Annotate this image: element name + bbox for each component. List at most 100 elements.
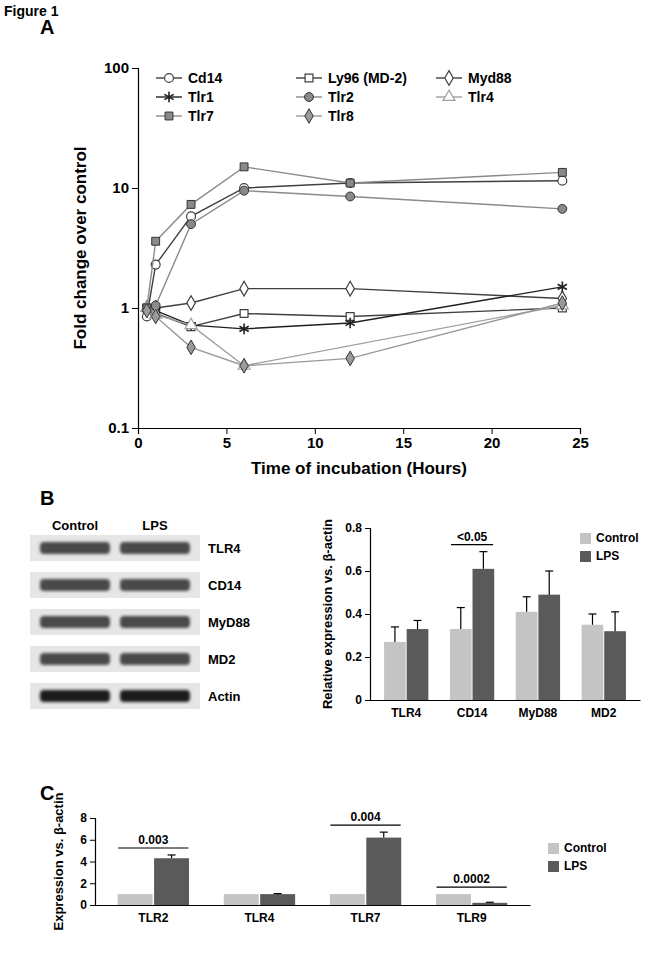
panel-label: B bbox=[40, 487, 54, 509]
bar bbox=[407, 629, 429, 700]
axis: TLR4CD14MyD88MD2 bbox=[371, 701, 641, 720]
error-bar-cap bbox=[457, 607, 465, 608]
blot-band bbox=[120, 690, 190, 702]
bar bbox=[473, 569, 495, 700]
series bbox=[141, 299, 568, 370]
legend-label: Tlr7 bbox=[188, 108, 214, 124]
legend-marker bbox=[305, 74, 313, 82]
marker bbox=[187, 340, 195, 355]
axis: 02468 bbox=[80, 811, 95, 912]
legend: Cd14Ly96 (MD-2)Myd88Tlr1Tlr2Tlr4Tlr7Tlr8 bbox=[156, 70, 512, 124]
plot-area bbox=[141, 163, 568, 373]
tick-label: 0.6 bbox=[345, 564, 362, 578]
error-bar bbox=[486, 902, 494, 904]
error-bar-cap bbox=[523, 596, 531, 597]
tick-label: 0.1 bbox=[108, 419, 129, 436]
error-bar-stem bbox=[592, 614, 593, 625]
tick-mark bbox=[90, 883, 95, 884]
marker bbox=[240, 358, 248, 373]
marker bbox=[240, 163, 248, 171]
blot-band bbox=[40, 690, 110, 702]
error-bar bbox=[479, 552, 487, 569]
legend-item: Control bbox=[548, 841, 607, 855]
tick-label: 5 bbox=[223, 434, 231, 451]
tick: 0 bbox=[134, 428, 142, 451]
series bbox=[407, 552, 626, 700]
tick-label: 0 bbox=[355, 693, 362, 707]
blot-row-label: MyD88 bbox=[208, 615, 250, 630]
tick: 0.8 bbox=[345, 521, 370, 535]
legend: ControlLPS bbox=[548, 841, 607, 873]
tick: 100 bbox=[104, 59, 138, 76]
tick-label: CD14 bbox=[457, 706, 488, 720]
y-axis-title: Relative expression vs. β-actin bbox=[320, 519, 335, 709]
error-bar bbox=[391, 627, 399, 642]
legend-label: Tlr4 bbox=[468, 89, 494, 105]
blot-row-label: TLR4 bbox=[208, 541, 241, 556]
marker bbox=[558, 168, 566, 176]
bar bbox=[538, 595, 560, 700]
annotation-line bbox=[437, 887, 507, 888]
tick: 8 bbox=[80, 811, 95, 825]
legend-label: Control bbox=[564, 841, 607, 855]
series-line bbox=[147, 287, 562, 329]
legend-label: Control bbox=[596, 531, 639, 545]
tick: 4 bbox=[80, 855, 95, 869]
legend-item: Control bbox=[580, 531, 639, 545]
tick: 0.2 bbox=[345, 650, 370, 664]
tick-label: TLR9 bbox=[457, 911, 487, 925]
annotation-text: 0.004 bbox=[351, 810, 381, 824]
error-bar-cap bbox=[391, 626, 399, 627]
tick-label: 10 bbox=[307, 434, 324, 451]
error-bar-stem bbox=[549, 571, 550, 595]
tick-label: MyD88 bbox=[519, 706, 558, 720]
tick-mark bbox=[365, 700, 370, 701]
error-bar bbox=[274, 893, 282, 895]
axis-line bbox=[132, 69, 139, 429]
tick-label: 100 bbox=[104, 59, 129, 76]
marker bbox=[187, 296, 195, 311]
tick: 0.6 bbox=[345, 564, 370, 578]
tick-label: 10 bbox=[112, 179, 129, 196]
marker bbox=[187, 200, 195, 208]
blot-strip bbox=[30, 609, 200, 635]
error-bar-cap bbox=[168, 854, 176, 855]
bar bbox=[224, 894, 259, 905]
tick-label: 0 bbox=[134, 434, 142, 451]
blot-band bbox=[120, 542, 190, 554]
tick-mark bbox=[132, 428, 138, 429]
annotation-text: 0.003 bbox=[138, 833, 168, 847]
chart-c: C02468TLR2TLR4TLR7TLR9Expression vs. β-a… bbox=[40, 782, 607, 931]
error-bar bbox=[611, 612, 619, 631]
tick-label: TLR4 bbox=[391, 706, 421, 720]
series-line bbox=[147, 181, 562, 317]
tick: 0 bbox=[355, 693, 370, 707]
tick: 0.4 bbox=[345, 607, 370, 621]
tick-mark bbox=[365, 528, 370, 529]
blot-row-label: CD14 bbox=[208, 578, 242, 593]
annotation-line bbox=[451, 544, 493, 545]
bar bbox=[436, 894, 471, 905]
annotation-line bbox=[118, 847, 188, 848]
annotation-line bbox=[330, 825, 400, 826]
tick-label: TLR4 bbox=[244, 911, 274, 925]
legend-item: Tlr2 bbox=[296, 89, 354, 105]
bar bbox=[330, 894, 365, 905]
error-bar bbox=[457, 608, 465, 630]
legend-item: Tlr8 bbox=[296, 108, 354, 124]
bar bbox=[384, 642, 406, 700]
tick: 1 bbox=[121, 299, 138, 316]
bar bbox=[582, 625, 604, 700]
series bbox=[154, 832, 507, 905]
tick-mark bbox=[90, 818, 95, 819]
tick-mark bbox=[365, 657, 370, 658]
marker bbox=[558, 176, 567, 185]
chart-a: A0.11101000510152025Time of incubation (… bbox=[40, 16, 589, 478]
error-bar-stem bbox=[460, 608, 461, 630]
tick: TLR4 bbox=[391, 706, 421, 720]
legend-marker bbox=[165, 74, 174, 83]
error-bar-cap bbox=[611, 611, 619, 612]
series-line bbox=[147, 289, 562, 308]
legend-item: Ly96 (MD-2) bbox=[296, 70, 407, 86]
tick-label: 15 bbox=[395, 434, 412, 451]
